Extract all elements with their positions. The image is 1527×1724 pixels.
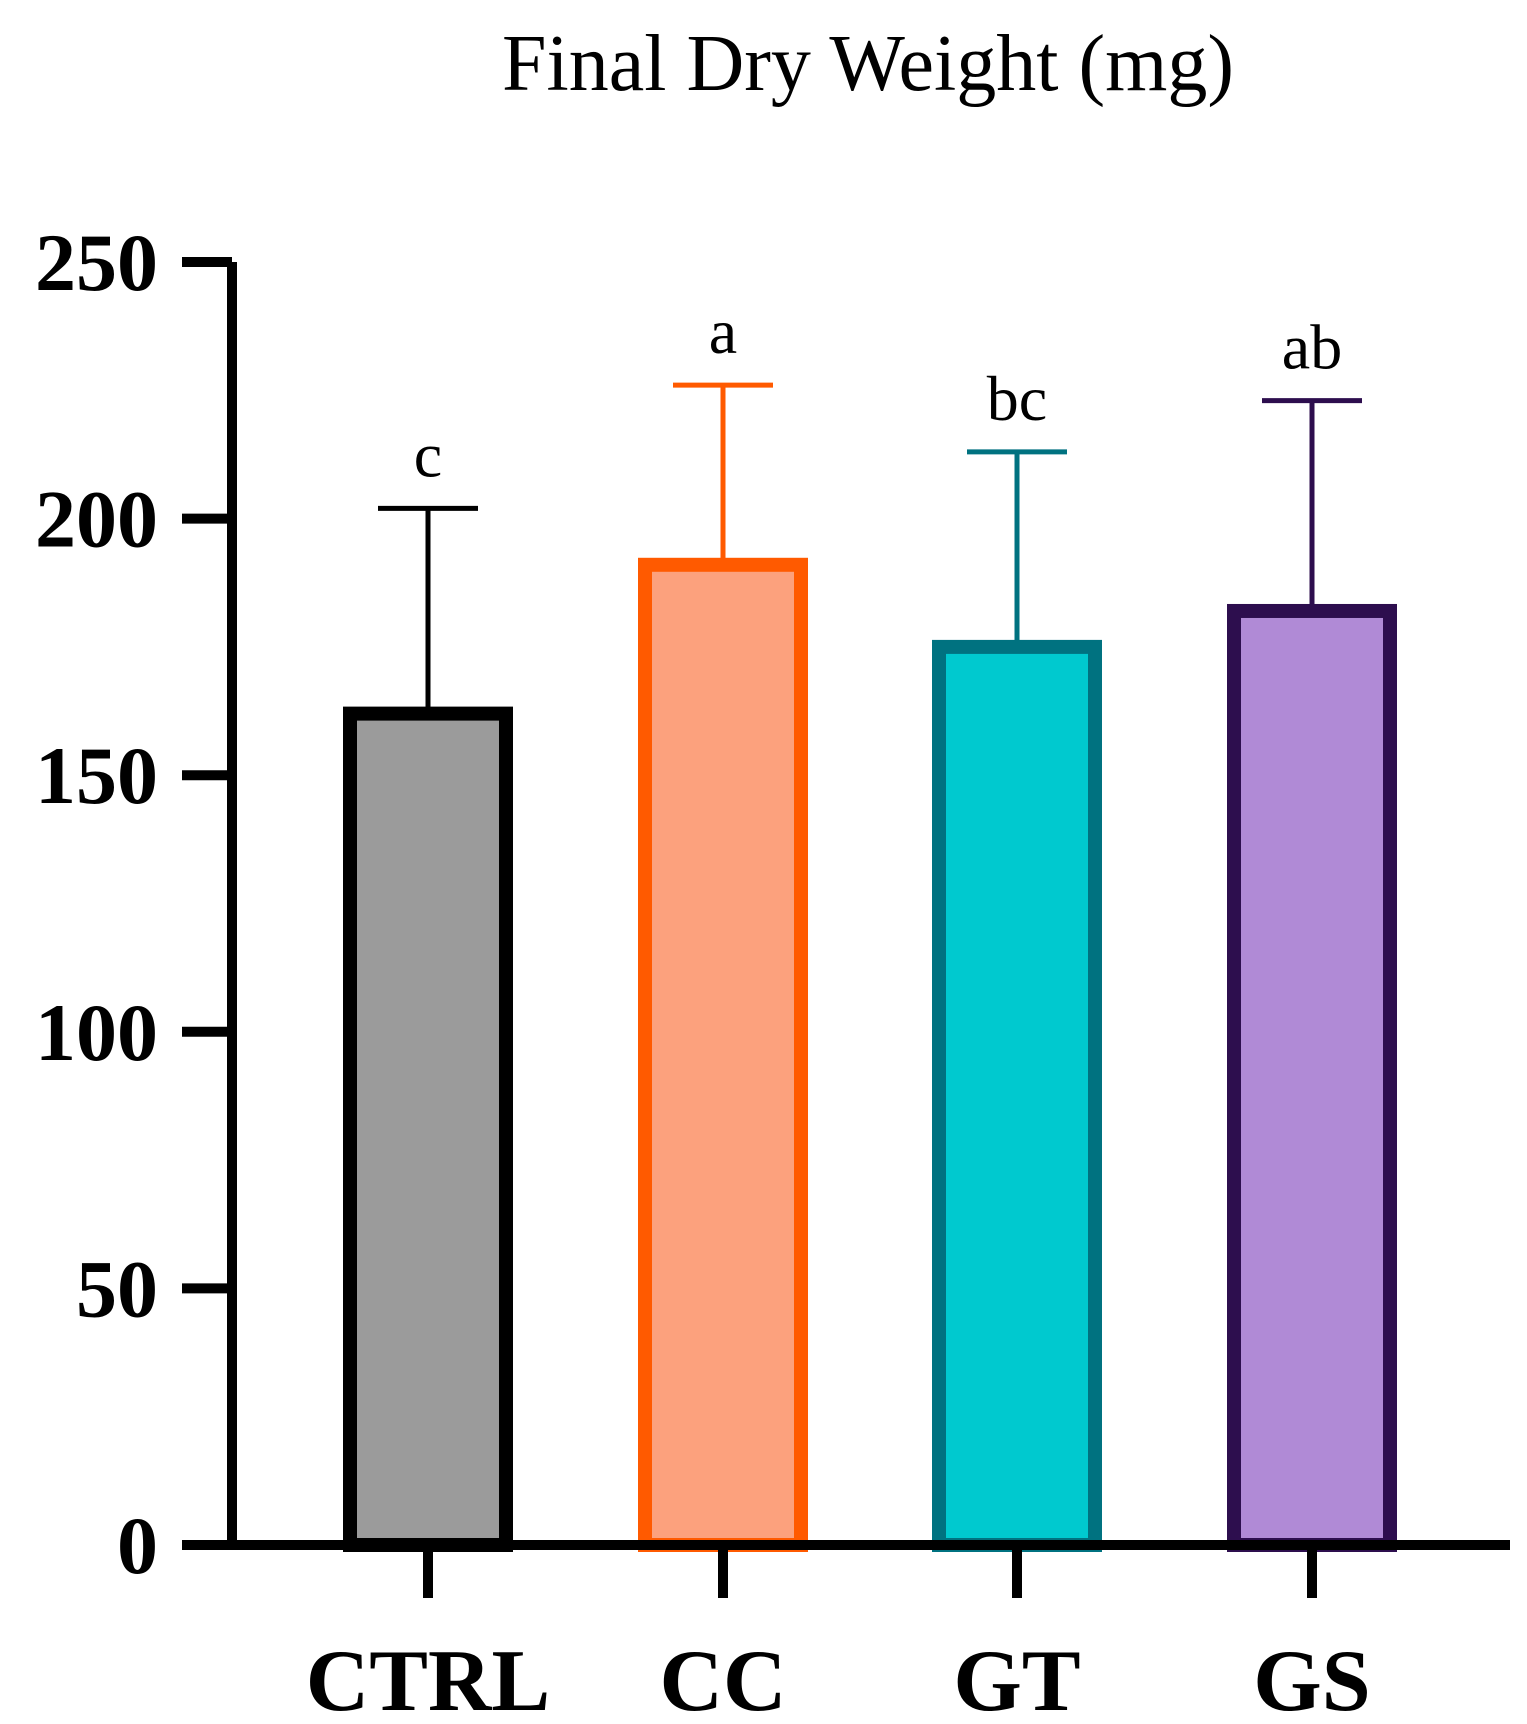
- y-tick-label: 100: [35, 987, 158, 1078]
- x-category-label: CC: [659, 1633, 786, 1724]
- axes-layer: [182, 262, 1510, 1550]
- x-category-label: GT: [953, 1633, 1080, 1724]
- significance-label: a: [709, 296, 737, 367]
- y-tick-label: 250: [35, 217, 158, 308]
- significance-label: c: [414, 419, 442, 490]
- chart-title: Final Dry Weight (mg): [502, 20, 1234, 108]
- y-tick-label: 50: [76, 1243, 158, 1334]
- bar-cc: [638, 557, 808, 1552]
- bars-layer: c a bc ab: [343, 296, 1397, 1552]
- significance-label: bc: [987, 363, 1047, 434]
- bar-gs: [1227, 603, 1397, 1552]
- y-tick-label: 200: [35, 474, 158, 565]
- y-tick-label: 150: [35, 730, 158, 821]
- y-tick-label: 0: [117, 1500, 158, 1591]
- significance-label: ab: [1282, 312, 1342, 383]
- bar-ctrl: [343, 706, 513, 1552]
- x-category-label: GS: [1253, 1633, 1370, 1724]
- ticks-layer: 0 50 100 150 200 250 CTRL CC GT GS: [35, 217, 1371, 1724]
- x-category-label: CTRL: [306, 1633, 551, 1724]
- bar-gt: [932, 639, 1102, 1552]
